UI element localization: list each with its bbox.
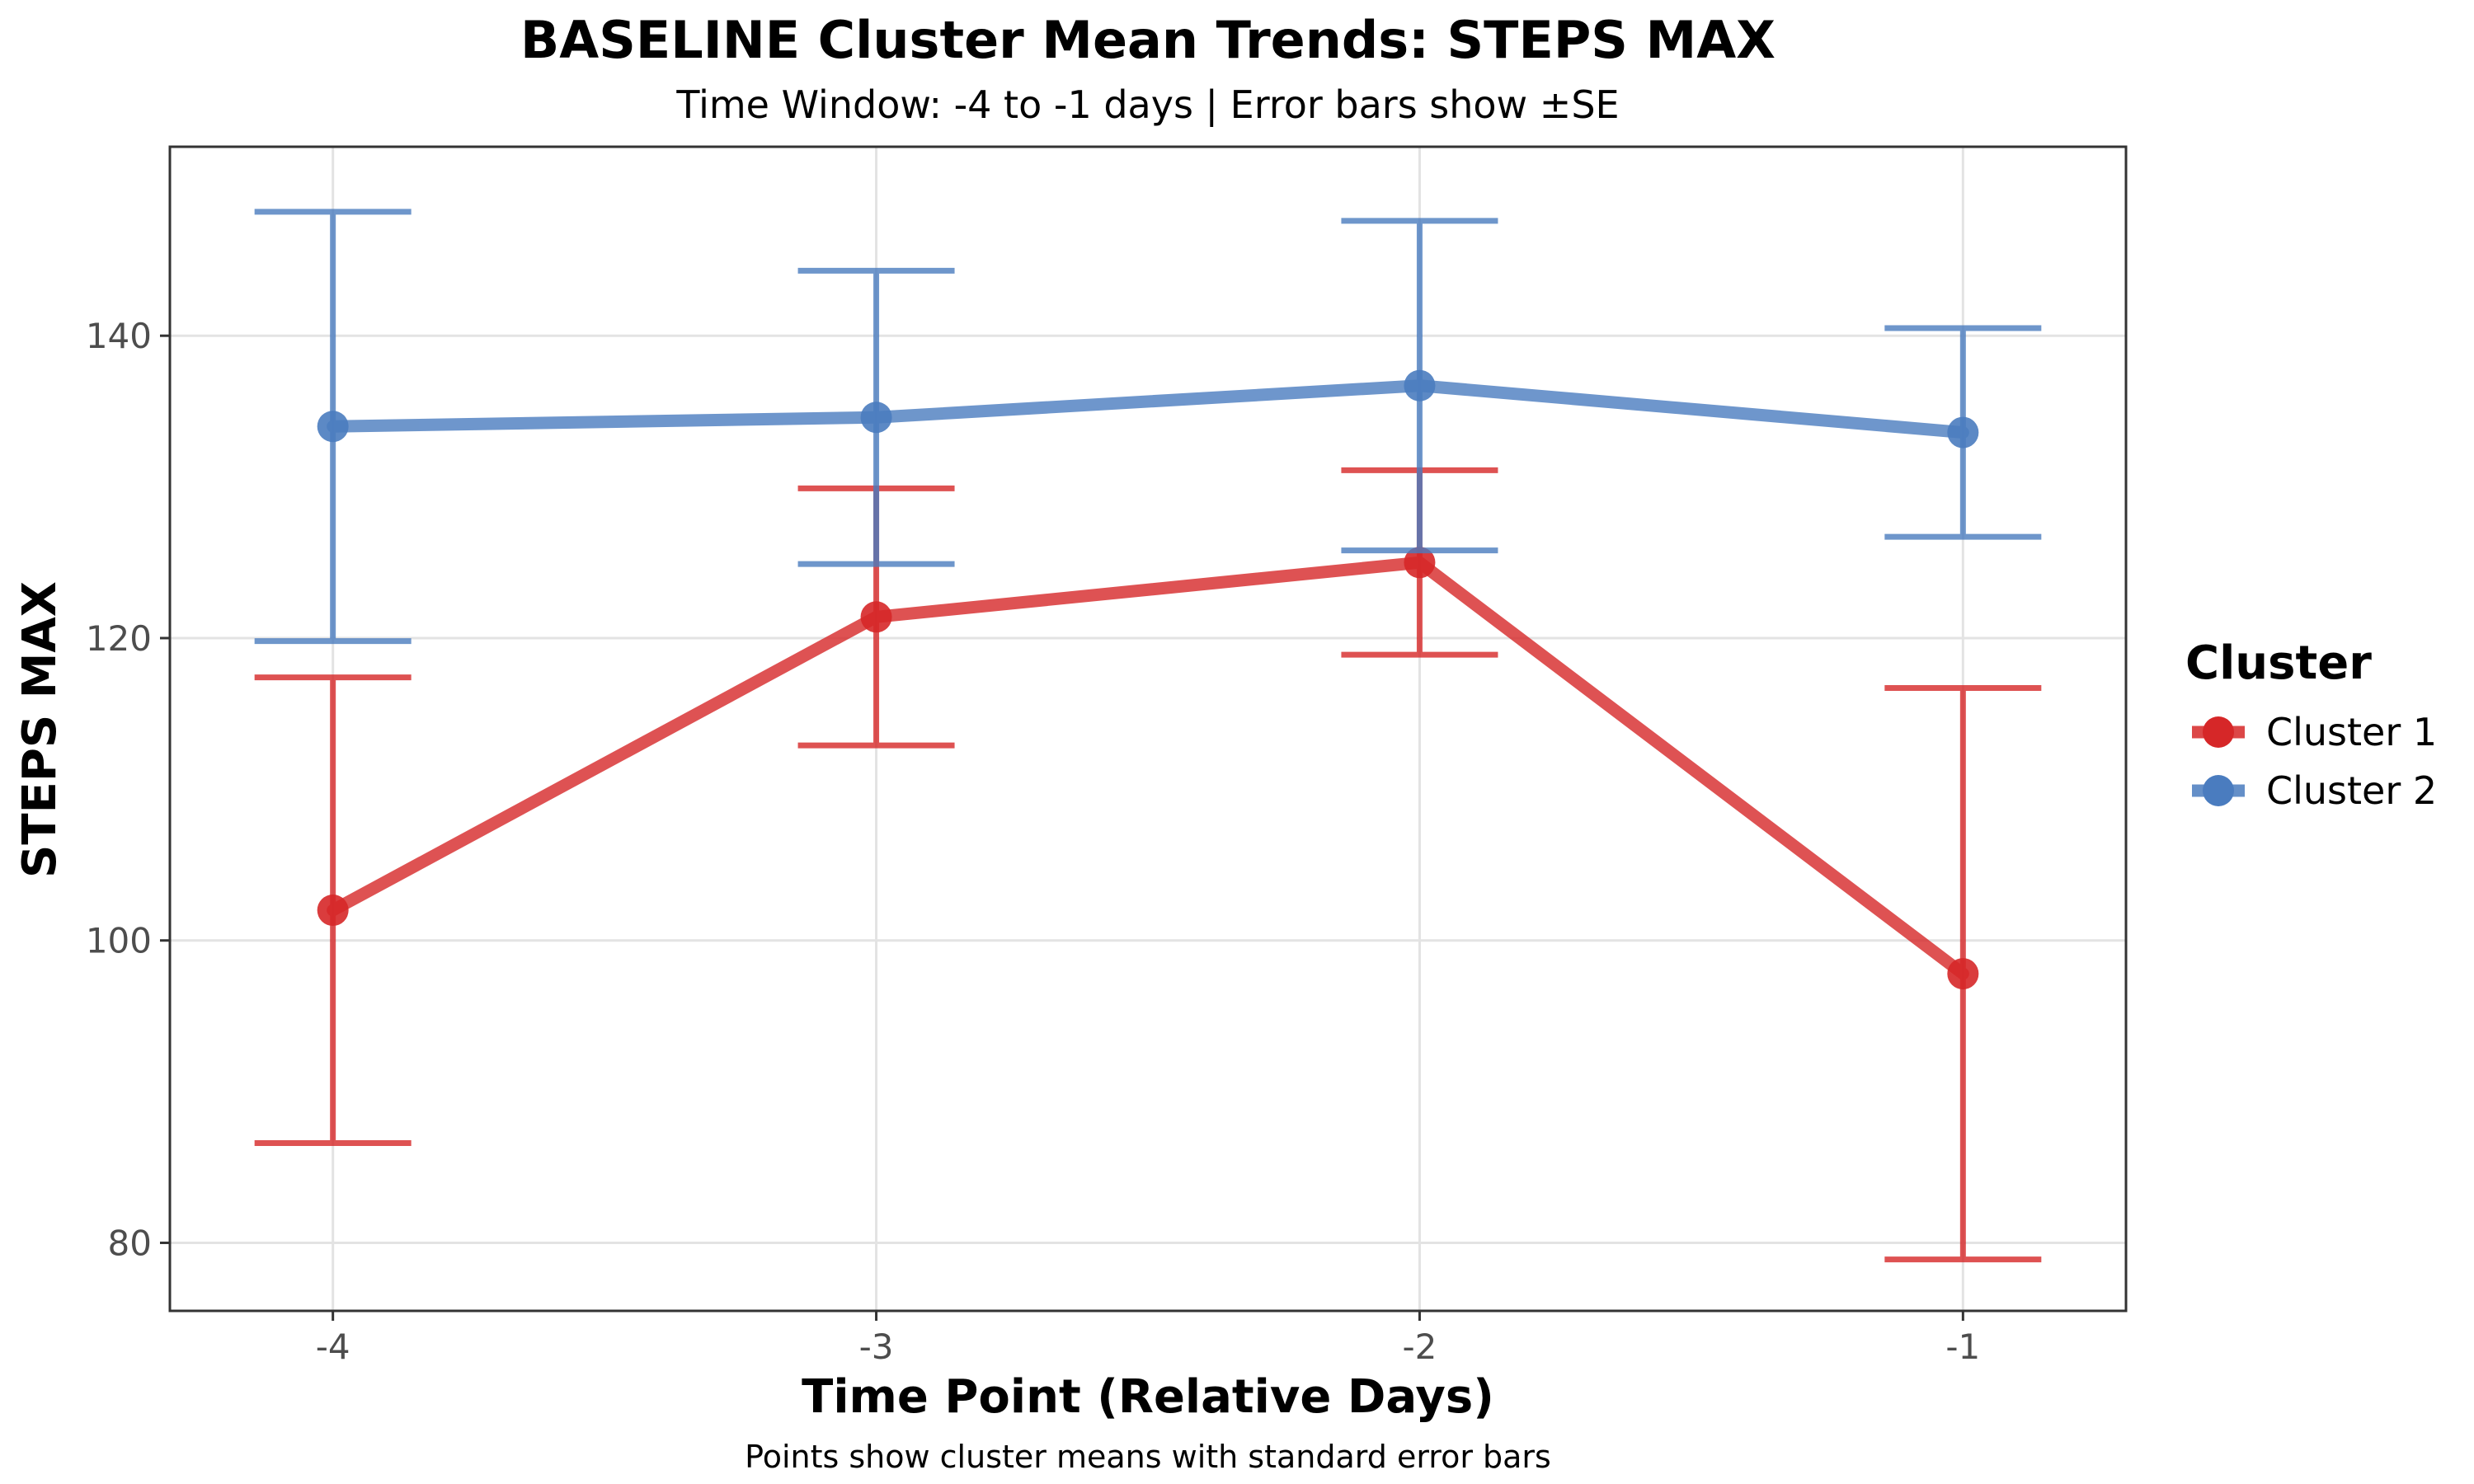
- x-tick-label: -1: [1945, 1327, 1980, 1367]
- chart-caption: Points show cluster means with standard …: [745, 1439, 1551, 1475]
- y-tick-label: 140: [86, 316, 152, 356]
- data-point: [1947, 416, 1979, 448]
- y-tick-label: 80: [108, 1223, 152, 1263]
- x-tick-label: -3: [859, 1327, 894, 1367]
- legend-key-point: [2203, 716, 2234, 748]
- legend-label: Cluster 1: [2266, 710, 2437, 754]
- data-point: [1404, 369, 1436, 402]
- x-tick-label: -2: [1402, 1327, 1437, 1367]
- y-axis-title: STEPS MAX: [13, 581, 67, 878]
- plot-panel: 80 100 120 140 -4 -3 -2 -1: [86, 145, 2128, 1367]
- y-tick-label: 100: [86, 921, 152, 961]
- data-point: [1404, 547, 1436, 579]
- legend-item: Cluster 1: [2192, 710, 2437, 754]
- legend-item: Cluster 2: [2192, 768, 2437, 813]
- legend: Cluster Cluster 1 Cluster 2: [2185, 636, 2437, 813]
- data-point: [860, 601, 892, 633]
- chart-title: BASELINE Cluster Mean Trends: STEPS MAX: [520, 10, 1776, 70]
- data-point: [1947, 958, 1979, 990]
- x-axis-title: Time Point (Relative Days): [802, 1370, 1494, 1424]
- x-tick-label: -4: [316, 1327, 350, 1367]
- plot-background: [170, 147, 2126, 1311]
- y-tick-label: 120: [86, 618, 152, 659]
- series-line: [327, 379, 1969, 439]
- legend-title: Cluster: [2185, 636, 2372, 690]
- series-line: [327, 556, 1969, 980]
- legend-key-point: [2203, 775, 2234, 806]
- legend-label: Cluster 2: [2266, 768, 2437, 813]
- plot-border: [168, 145, 2128, 1313]
- data-point: [860, 402, 892, 434]
- chart-subtitle: Time Window: -4 to -1 days | Error bars …: [675, 82, 1619, 128]
- data-point: [317, 411, 349, 443]
- data-point: [317, 895, 349, 927]
